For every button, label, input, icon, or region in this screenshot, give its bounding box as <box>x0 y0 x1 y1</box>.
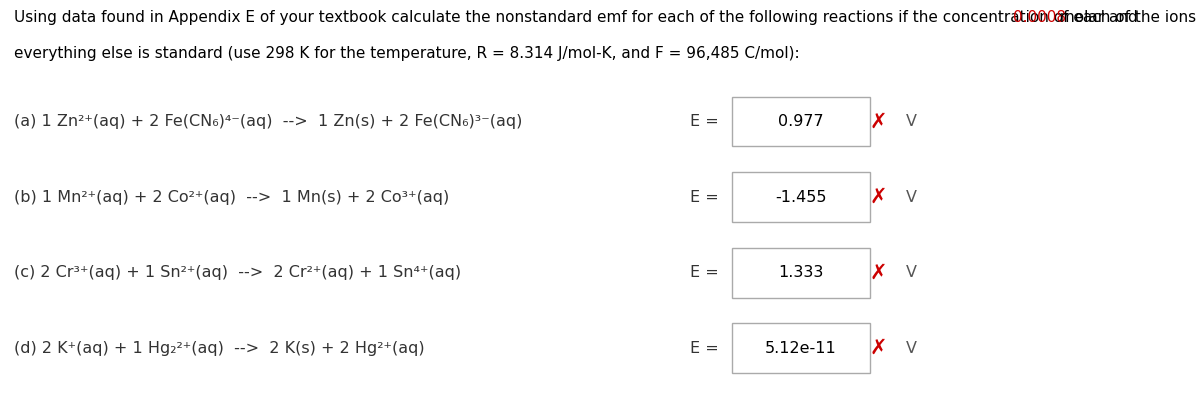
Text: ✗: ✗ <box>870 187 887 207</box>
Text: E =: E = <box>690 189 724 205</box>
Text: 0.977: 0.977 <box>778 114 824 129</box>
Text: -1.455: -1.455 <box>775 189 827 205</box>
Text: Using data found in Appendix E of your textbook calculate the nonstandard emf fo: Using data found in Appendix E of your t… <box>14 10 1200 25</box>
Text: ✗: ✗ <box>870 111 887 131</box>
Text: (b) 1 Mn²⁺(aq) + 2 Co²⁺(aq)  -->  1 Mn(s) + 2 Co³⁺(aq): (b) 1 Mn²⁺(aq) + 2 Co²⁺(aq) --> 1 Mn(s) … <box>14 189 450 205</box>
Text: (a) 1 Zn²⁺(aq) + 2 Fe(CN₆)⁴⁻(aq)  -->  1 Zn(s) + 2 Fe(CN₆)³⁻(aq): (a) 1 Zn²⁺(aq) + 2 Fe(CN₆)⁴⁻(aq) --> 1 Z… <box>14 114 523 129</box>
Text: (d) 2 K⁺(aq) + 1 Hg₂²⁺(aq)  -->  2 K(s) + 2 Hg²⁺(aq): (d) 2 K⁺(aq) + 1 Hg₂²⁺(aq) --> 2 K(s) + … <box>14 341 425 356</box>
Text: ✗: ✗ <box>870 338 887 358</box>
Text: E =: E = <box>690 114 724 129</box>
Text: everything else is standard (use 298 K for the temperature, R = 8.314 J/mol-K, a: everything else is standard (use 298 K f… <box>14 46 800 61</box>
Text: 1.333: 1.333 <box>779 265 823 280</box>
Text: molar and: molar and <box>1055 10 1138 25</box>
FancyBboxPatch shape <box>732 248 870 298</box>
Text: (c) 2 Cr³⁺(aq) + 1 Sn²⁺(aq)  -->  2 Cr²⁺(aq) + 1 Sn⁴⁺(aq): (c) 2 Cr³⁺(aq) + 1 Sn²⁺(aq) --> 2 Cr²⁺(a… <box>14 265 462 280</box>
Text: V: V <box>906 341 917 356</box>
Text: 5.12e-11: 5.12e-11 <box>766 341 836 356</box>
Text: V: V <box>906 265 917 280</box>
FancyBboxPatch shape <box>732 323 870 373</box>
Text: E =: E = <box>690 265 724 280</box>
Text: E =: E = <box>690 341 724 356</box>
Text: V: V <box>906 189 917 205</box>
Text: V: V <box>906 114 917 129</box>
Text: ✗: ✗ <box>870 263 887 283</box>
Text: 0.0008: 0.0008 <box>1013 10 1066 25</box>
FancyBboxPatch shape <box>732 97 870 146</box>
FancyBboxPatch shape <box>732 172 870 222</box>
